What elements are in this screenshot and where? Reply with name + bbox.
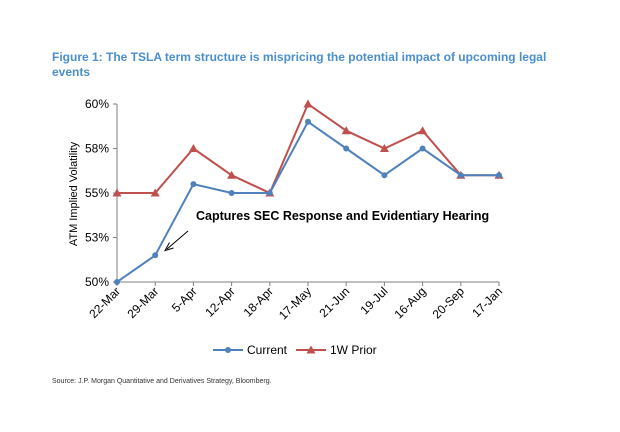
chart-legend: Current 1W Prior: [213, 343, 377, 357]
x-tick-label: 17-Jan: [469, 284, 505, 320]
y-axis-label: ATM Implied Volatility: [68, 141, 80, 246]
data-point-1w-prior: [379, 144, 389, 152]
data-point-current: [457, 172, 464, 179]
y-tick-label: 55%: [85, 186, 109, 200]
data-point-1w-prior: [418, 126, 428, 135]
data-point-current: [381, 172, 388, 179]
annotation-arrowhead: [163, 242, 174, 252]
x-tick-label: 22-Mar: [86, 284, 123, 321]
annotation-arrow: [166, 230, 189, 250]
data-point-current: [266, 190, 273, 196]
annotation-text: Captures SEC Response and Evidentiary He…: [196, 209, 489, 223]
data-point-current: [114, 279, 120, 285]
y-tick-label: 58%: [85, 142, 109, 156]
chart-annotation: Captures SEC Response and Evidentiary He…: [163, 209, 489, 252]
data-point-1w-prior: [303, 99, 313, 108]
y-tick-label: 53%: [85, 231, 109, 245]
x-tick-label: 17-May: [276, 284, 314, 322]
legend-marker-current: [225, 347, 231, 353]
x-tick-label: 21-Jun: [316, 284, 352, 320]
data-point-current: [343, 145, 350, 152]
x-tick-label: 19-Jul: [358, 284, 391, 317]
y-tick-label: 50%: [85, 275, 109, 289]
source-note: Source: J.P. Morgan Quantitative and Der…: [52, 378, 272, 385]
x-tick-label: 12-Apr: [202, 284, 237, 319]
data-point-current: [190, 181, 197, 188]
series-line-1w-prior: [117, 102, 499, 195]
data-point-1w-prior: [227, 170, 237, 179]
data-point-current: [228, 190, 235, 196]
data-point-1w-prior: [341, 126, 351, 135]
chart-series: [112, 99, 504, 285]
legend-label-1w-prior: 1W Prior: [330, 343, 377, 357]
data-point-current: [419, 145, 426, 152]
x-tick-label: 20-Sep: [430, 284, 467, 321]
y-tick-labels: 50% 53% 55% 58% 60%: [85, 97, 109, 289]
x-tick-label: 16-Aug: [391, 284, 428, 321]
x-tick-label: 5-Apr: [169, 284, 200, 315]
x-tick-label: 29-Mar: [125, 284, 162, 321]
data-point-current: [152, 252, 159, 259]
y-tick-label: 60%: [85, 97, 109, 111]
data-point-1w-prior: [150, 188, 160, 197]
legend-label-current: Current: [247, 343, 288, 357]
data-point-current: [496, 172, 502, 179]
legend-marker-1w-prior: [306, 345, 316, 354]
x-tick-labels: 22-Mar 29-Mar 5-Apr 12-Apr 18-Apr 17-May 21-Ju…: [86, 284, 505, 322]
data-point-1w-prior: [112, 188, 122, 197]
figure-title: Figure 1: The TSLA term structure is mis…: [52, 50, 547, 79]
data-point-1w-prior: [188, 144, 198, 152]
data-point-current: [305, 118, 311, 125]
chart-axes: [113, 103, 500, 286]
x-tick-label: 18-Apr: [241, 284, 276, 319]
series-line-current: [116, 120, 499, 283]
